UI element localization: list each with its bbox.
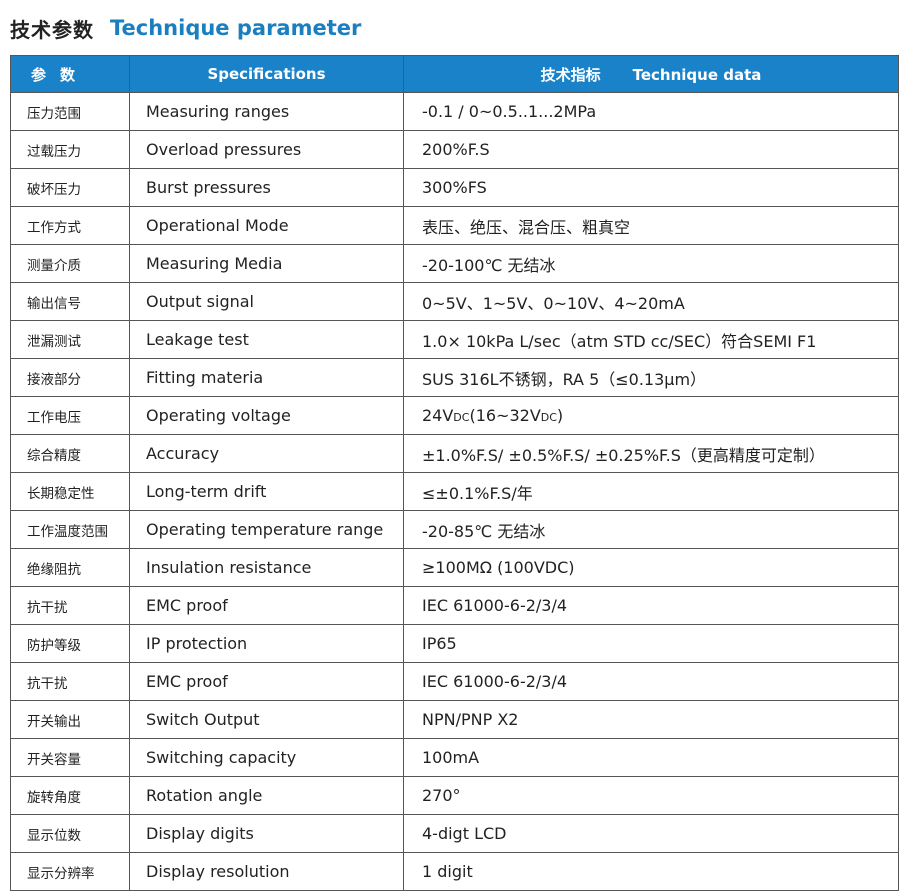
param-cn: 显示位数: [10, 814, 130, 853]
table-row: 开关输出 Switch Output NPN/PNP X2: [10, 700, 899, 739]
table-header: 参数 Specifications 技术指标 Technique data: [10, 55, 899, 93]
header-param: 参数: [10, 55, 130, 93]
param-en: Operating temperature range: [129, 510, 404, 549]
param-en: Burst pressures: [129, 168, 404, 207]
param-en: Operational Mode: [129, 206, 404, 245]
param-value: -0.1 / 0~0.5..1...2MPa: [403, 92, 899, 131]
table-row: 过载压力 Overload pressures 200%F.S: [10, 130, 899, 169]
param-cn: 旋转角度: [10, 776, 130, 815]
table-row: 显示分辨率 Display resolution 1 digit: [10, 852, 899, 891]
table-row: 绝缘阻抗 Insulation resistance ≥100MΩ (100VDC): [10, 548, 899, 587]
param-cn: 接液部分: [10, 358, 130, 397]
param-cn: 抗干扰: [10, 586, 130, 625]
table-row: 旋转角度 Rotation angle 270°: [10, 776, 899, 815]
table-row: 工作电压 Operating voltage 24Vdc(16~32Vdc): [10, 396, 899, 435]
param-value: IP65: [403, 624, 899, 663]
param-cn: 抗干扰: [10, 662, 130, 701]
spec-table: 参数 Specifications 技术指标 Technique data 压力范…: [10, 55, 899, 891]
title-en: Technique parameter: [110, 16, 362, 40]
param-value: ≥100MΩ (100VDC): [403, 548, 899, 587]
header-en: Technique data: [632, 65, 762, 84]
param-en: Operating voltage: [129, 396, 404, 435]
param-en: Display resolution: [129, 852, 404, 891]
param-value: 4-digt LCD: [403, 814, 899, 853]
param-en: Overload pressures: [129, 130, 404, 169]
param-cn: 测量介质: [10, 244, 130, 283]
param-value: ±1.0%F.S/ ±0.5%F.S/ ±0.25%F.S（更高精度可定制）: [403, 434, 899, 473]
param-value: IEC 61000-6-2/3/4: [403, 586, 899, 625]
param-cn: 长期稳定性: [10, 472, 130, 511]
table-row: 接液部分 Fitting materia SUS 316L不锈钢，RA 5（≤0.1…: [10, 358, 899, 397]
table-row: 综合精度 Accuracy ±1.0%F.S/ ±0.5%F.S/ ±0.25%F.…: [10, 434, 899, 473]
param-cn: 工作温度范围: [10, 510, 130, 549]
param-en: Long-term drift: [129, 472, 404, 511]
param-en: IP protection: [129, 624, 404, 663]
table-row: 抗干扰 EMC proof IEC 61000-6-2/3/4: [10, 586, 899, 625]
table-row: 显示位数 Display digits 4-digt LCD: [10, 814, 899, 853]
param-cn: 过载压力: [10, 130, 130, 169]
param-en: Rotation angle: [129, 776, 404, 815]
header-specifications: Specifications: [129, 55, 404, 93]
table-row: 压力范围 Measuring ranges -0.1 / 0~0.5..1...2M…: [10, 92, 899, 131]
table-row: 工作温度范围 Operating temperature range -20-85℃…: [10, 510, 899, 549]
param-en: Leakage test: [129, 320, 404, 359]
table-row: 测量介质 Measuring Media -20-100℃ 无结冰: [10, 244, 899, 283]
title-cn: 技术参数: [10, 17, 94, 42]
header-cn: 技术指标: [540, 65, 601, 84]
table-row: 泄漏测试 Leakage test 1.0× 10kPa L/sec（atm STD…: [10, 320, 899, 359]
param-cn: 工作方式: [10, 206, 130, 245]
table-row: 开关容量 Switching capacity 100mA: [10, 738, 899, 777]
param-value: 表压、绝压、混合压、粗真空: [403, 206, 899, 245]
param-value: 0~5V、1~5V、0~10V、4~20mA: [403, 282, 899, 321]
param-cn: 开关输出: [10, 700, 130, 739]
param-en: Insulation resistance: [129, 548, 404, 587]
param-value: 1 digit: [403, 852, 899, 891]
param-value: SUS 316L不锈钢，RA 5（≤0.13μm）: [403, 358, 899, 397]
param-en: Fitting materia: [129, 358, 404, 397]
param-cn: 防护等级: [10, 624, 130, 663]
param-value: -20-85℃ 无结冰: [403, 510, 899, 549]
param-en: Accuracy: [129, 434, 404, 473]
param-cn: 工作电压: [10, 396, 130, 435]
param-value: NPN/PNP X2: [403, 700, 899, 739]
param-value: -20-100℃ 无结冰: [403, 244, 899, 283]
table-row: 抗干扰 EMC proof IEC 61000-6-2/3/4: [10, 662, 899, 701]
param-en: EMC proof: [129, 662, 404, 701]
param-value: 300%FS: [403, 168, 899, 207]
table-row: 输出信号 Output signal 0~5V、1~5V、0~10V、4~20mA: [10, 282, 899, 321]
param-en: EMC proof: [129, 586, 404, 625]
param-en: Display digits: [129, 814, 404, 853]
param-value: 24Vdc(16~32Vdc): [403, 396, 899, 435]
param-cn: 绝缘阻抗: [10, 548, 130, 587]
param-cn: 泄漏测试: [10, 320, 130, 359]
param-en: Switch Output: [129, 700, 404, 739]
param-en: Measuring Media: [129, 244, 404, 283]
param-value: ≤±0.1%F.S/年: [403, 472, 899, 511]
param-cn: 开关容量: [10, 738, 130, 777]
param-cn: 综合精度: [10, 434, 130, 473]
param-value: 1.0× 10kPa L/sec（atm STD cc/SEC）符合SEMI F…: [403, 320, 899, 359]
param-cn: 显示分辨率: [10, 852, 130, 891]
table-row: 防护等级 IP protection IP65: [10, 624, 899, 663]
param-value: 270°: [403, 776, 899, 815]
param-value: IEC 61000-6-2/3/4: [403, 662, 899, 701]
param-cn: 压力范围: [10, 92, 130, 131]
param-value: 200%F.S: [403, 130, 899, 169]
param-cn: 破坏压力: [10, 168, 130, 207]
header-technique-data: 技术指标 Technique data: [403, 55, 899, 93]
table-row: 工作方式 Operational Mode 表压、绝压、混合压、粗真空: [10, 206, 899, 245]
table-row: 破坏压力 Burst pressures 300%FS: [10, 168, 899, 207]
param-value: 100mA: [403, 738, 899, 777]
param-en: Switching capacity: [129, 738, 404, 777]
table-row: 长期稳定性 Long-term drift ≤±0.1%F.S/年: [10, 472, 899, 511]
param-cn: 输出信号: [10, 282, 130, 321]
param-en: Output signal: [129, 282, 404, 321]
param-en: Measuring ranges: [129, 92, 404, 131]
page-title: 技术参数 Technique parameter: [10, 12, 361, 44]
